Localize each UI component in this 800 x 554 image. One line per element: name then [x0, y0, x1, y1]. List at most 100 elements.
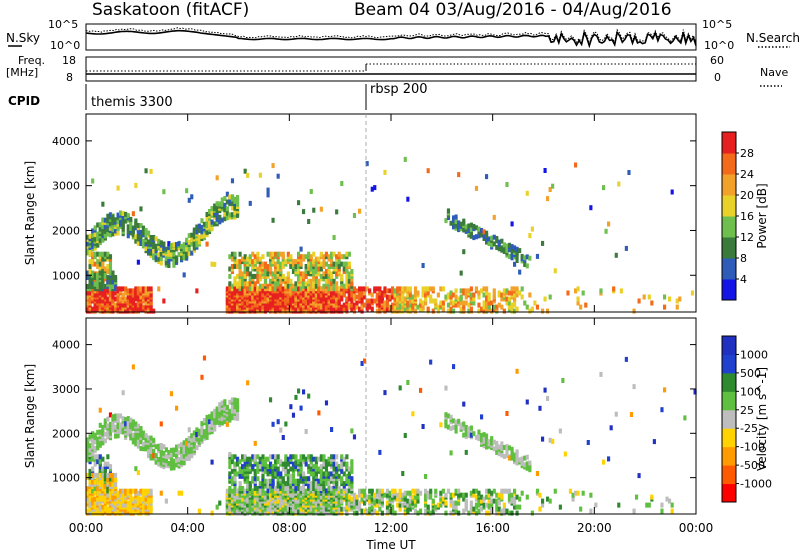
data-cell	[327, 254, 331, 260]
data-cell	[101, 481, 105, 487]
data-cell	[202, 221, 207, 227]
data-cell	[162, 241, 166, 247]
data-cell	[164, 453, 168, 459]
data-cell	[309, 454, 313, 460]
data-cell	[520, 286, 524, 292]
data-cell	[284, 421, 288, 427]
data-cell	[129, 308, 133, 314]
data-cell	[86, 234, 90, 240]
data-cell	[159, 260, 163, 266]
data-cell	[93, 281, 97, 287]
data-cell	[106, 213, 110, 219]
data-cell	[515, 456, 519, 462]
data-cell	[513, 308, 517, 314]
data-cell	[322, 504, 326, 510]
data-cell	[355, 510, 359, 516]
data-cell	[391, 488, 395, 494]
data-cell	[345, 461, 349, 467]
data-cell	[302, 256, 306, 262]
data-cell	[261, 283, 265, 289]
data-cell	[500, 452, 504, 458]
data-cell	[510, 446, 514, 452]
data-cell	[307, 278, 311, 284]
data-cell	[541, 308, 545, 314]
data-cell	[490, 502, 494, 508]
data-cell	[246, 286, 250, 292]
data-cell	[210, 420, 214, 426]
data-cell	[500, 238, 504, 244]
data-cell	[96, 479, 100, 485]
data-cell	[424, 508, 428, 514]
data-cell	[495, 441, 499, 446]
data-cell	[419, 387, 423, 393]
data-cell	[215, 216, 219, 222]
data-cell	[337, 486, 341, 491]
data-cell	[230, 264, 235, 269]
data-cell	[472, 431, 476, 437]
data-cell	[378, 449, 382, 455]
data-cell	[482, 502, 486, 508]
data-cell	[131, 508, 135, 514]
data-cell	[302, 290, 306, 296]
data-cell	[370, 488, 374, 494]
data-cell	[469, 222, 473, 228]
data-cell	[538, 492, 542, 498]
data-cell	[93, 251, 97, 257]
data-cell	[297, 273, 301, 279]
colorbar-tick-label: -100	[740, 441, 765, 454]
data-cell	[228, 464, 232, 470]
data-cell	[373, 492, 377, 498]
colorbar-segment	[722, 216, 736, 238]
data-cell	[424, 292, 428, 298]
data-cell	[474, 488, 479, 494]
colorbar-segment	[722, 279, 736, 301]
x-tick-label: 04:00	[170, 521, 205, 535]
data-cell	[335, 490, 339, 496]
colorbar-tick-label: 100	[740, 385, 761, 398]
data-cell	[335, 254, 339, 260]
data-cell	[228, 486, 232, 491]
data-cell	[246, 456, 250, 462]
data-cell	[528, 460, 532, 466]
data-cell	[289, 473, 293, 479]
data-cell	[307, 219, 311, 224]
data-cell	[279, 427, 283, 433]
data-cell	[541, 436, 545, 442]
data-cell	[131, 288, 135, 294]
data-cell	[375, 488, 379, 494]
data-cell	[548, 437, 552, 443]
data-cell	[398, 286, 402, 292]
data-cell	[345, 488, 349, 494]
data-cell	[256, 488, 260, 494]
data-cell	[324, 466, 329, 472]
data-cell	[139, 496, 143, 502]
data-cell	[108, 270, 113, 276]
data-cell	[192, 434, 196, 440]
data-cell	[185, 188, 189, 194]
data-cell	[505, 243, 509, 249]
data-cell	[241, 271, 245, 277]
data-cell	[355, 288, 359, 294]
data-cell	[482, 286, 486, 292]
data-cell	[464, 300, 468, 306]
noise-panel-frame	[85, 23, 697, 51]
data-cell	[421, 424, 425, 429]
data-cell	[187, 239, 191, 245]
data-cell	[286, 461, 290, 467]
y-tick-label: 1000	[52, 269, 80, 282]
data-cell	[106, 461, 110, 467]
data-cell	[258, 266, 262, 272]
data-cell	[637, 298, 641, 304]
data-cell	[502, 453, 506, 459]
data-cell	[474, 494, 479, 500]
data-cell	[276, 476, 280, 482]
data-cell	[487, 236, 491, 242]
data-cell	[271, 473, 275, 479]
data-cell	[134, 421, 138, 427]
data-cell	[213, 419, 217, 425]
data-cell	[253, 468, 257, 474]
data-cell	[266, 187, 270, 193]
data-cell	[515, 258, 519, 263]
data-cell	[134, 182, 138, 188]
freq-label-line2: [MHz]	[6, 66, 38, 79]
